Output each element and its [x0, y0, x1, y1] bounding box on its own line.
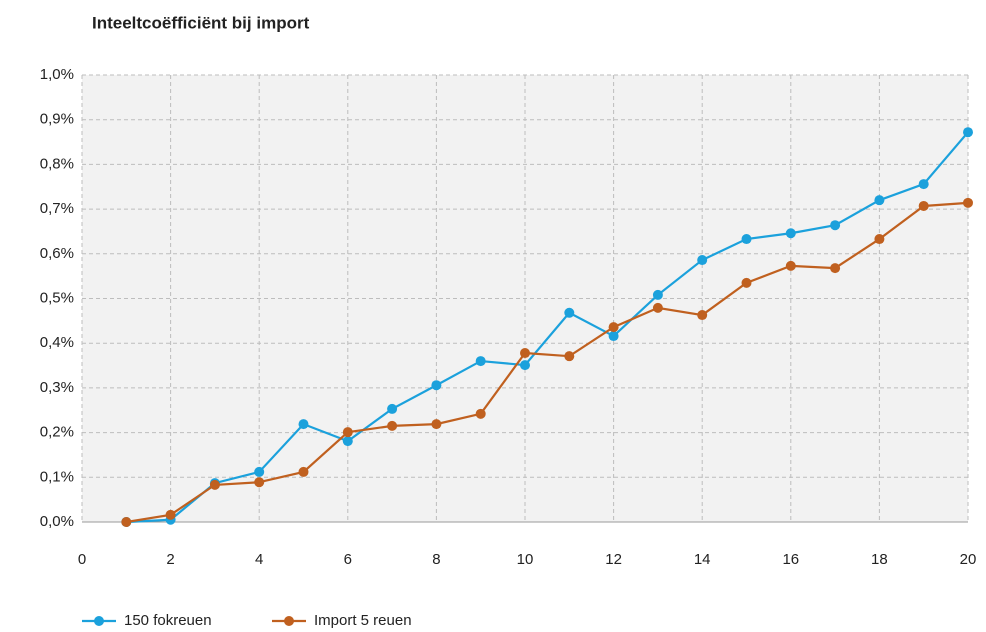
- y-tick-label: 0,3%: [40, 379, 74, 396]
- y-tick-label: 1,0%: [40, 66, 74, 83]
- data-point: [165, 509, 176, 520]
- y-tick-label: 0,8%: [40, 155, 74, 172]
- y-tick-label: 0,1%: [40, 468, 74, 485]
- x-tick-label: 8: [432, 551, 440, 568]
- data-point: [121, 517, 132, 527]
- y-tick-label: 0,5%: [40, 289, 74, 306]
- data-point: [741, 277, 752, 288]
- data-point: [431, 419, 442, 430]
- data-point: [785, 228, 796, 239]
- data-point: [475, 356, 486, 367]
- data-point: [652, 302, 663, 313]
- data-point: [830, 220, 841, 231]
- series-line: [126, 201, 969, 524]
- legend-marker: [94, 616, 104, 626]
- data-point: [298, 466, 309, 477]
- y-tick-label: 0,4%: [40, 334, 74, 351]
- x-tick-label: 0: [78, 551, 86, 568]
- data-point: [254, 477, 265, 488]
- data-point: [608, 322, 619, 333]
- data-point: [697, 255, 708, 266]
- legend-label: 150 fokreuen: [124, 612, 212, 629]
- series-line: [126, 131, 969, 524]
- data-point: [431, 380, 442, 391]
- x-tick-label: 2: [166, 551, 174, 568]
- y-tick-label: 0,6%: [40, 245, 74, 262]
- x-tick-label: 18: [871, 551, 888, 568]
- x-tick-label: 10: [517, 551, 534, 568]
- x-tick-label: 4: [255, 551, 263, 568]
- data-point: [342, 436, 353, 447]
- data-point: [564, 307, 575, 318]
- x-tick-label: 12: [605, 551, 622, 568]
- legend-label: Import 5 reuen: [314, 612, 412, 629]
- data-point: [652, 289, 663, 300]
- data-point: [520, 348, 530, 359]
- data-point: [741, 234, 752, 245]
- chart-title: Inteeltcoëfficiënt bij import: [92, 13, 310, 32]
- data-point: [387, 420, 398, 431]
- y-tick-label: 0,9%: [40, 111, 74, 128]
- y-tick-label: 0,2%: [40, 424, 74, 441]
- data-point: [963, 127, 973, 138]
- data-point: [564, 351, 575, 362]
- data-point: [874, 234, 885, 245]
- x-tick-label: 14: [694, 551, 711, 568]
- data-point: [608, 331, 619, 342]
- x-tick-label: 20: [960, 551, 977, 568]
- y-tick-label: 0,0%: [40, 513, 74, 530]
- x-tick-label: 16: [782, 551, 799, 568]
- data-point: [387, 403, 398, 414]
- data-point: [209, 479, 220, 490]
- data-point: [963, 197, 973, 208]
- data-point: [918, 179, 929, 190]
- data-point: [475, 408, 486, 419]
- x-tick-label: 6: [344, 551, 352, 568]
- data-point: [298, 419, 309, 430]
- data-point: [785, 260, 796, 271]
- data-point: [830, 263, 841, 274]
- data-point: [918, 200, 929, 211]
- y-tick-label: 0,7%: [40, 200, 74, 217]
- data-point: [520, 360, 530, 371]
- data-point: [254, 466, 265, 477]
- data-point: [342, 427, 353, 438]
- data-point: [697, 310, 708, 321]
- legend-marker: [284, 616, 294, 626]
- data-point: [874, 195, 885, 206]
